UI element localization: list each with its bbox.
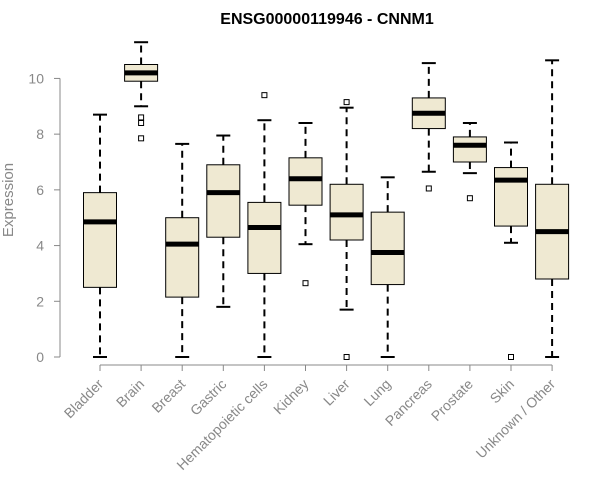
chart-title: ENSG00000119946 - CNNM1 [220,11,434,28]
y-tick-label: 4 [36,238,44,254]
box-bladder [83,113,117,358]
outlier-point [138,120,145,126]
iqr-box [288,157,323,206]
x-tick-label: Kidney [270,376,312,418]
box-lung [370,176,405,358]
box-pancreas [411,62,446,192]
box-unknown-other [535,59,570,358]
outlier-point [466,195,473,202]
outlier-point [261,92,268,99]
outlier-point [425,185,432,192]
y-tick-label: 8 [36,126,44,142]
x-tick-label: Prostate [428,376,476,424]
y-tick-label: 6 [36,182,44,198]
y-axis: 0 2 4 6 8 10 [28,70,61,365]
iqr-box [329,183,364,241]
box-hematopoietic-cells [247,92,282,358]
outlier-point [302,280,309,287]
outlier-point [138,135,145,142]
outlier-point [508,354,514,360]
outlier-point [343,99,350,106]
x-tick-label: Breast [148,376,188,416]
box-brain [124,41,159,142]
y-tick-label: 0 [36,349,44,365]
iqr-box [247,201,282,274]
iqr-box [494,167,528,227]
y-axis-label: Expression [0,163,17,237]
box-kidney [288,122,323,287]
x-tick-label: Bladder [61,376,107,422]
box-breast [165,142,200,358]
iqr-box [206,164,241,238]
box-prostate [452,122,487,202]
iqr-box [83,192,117,288]
x-tick-label: Liver [320,376,353,409]
box-skin [494,141,528,360]
box-liver [329,99,364,360]
outlier-point [343,354,350,360]
x-tick-label: Skin [487,376,518,407]
y-tick-label: 2 [36,293,44,309]
iqr-box [165,217,200,298]
iqr-box [370,211,405,286]
x-tick-label: Lung [360,376,393,409]
box-gastric [206,134,241,308]
y-tick-label: 10 [28,70,44,86]
iqr-box [452,136,487,163]
x-tick-label: Brain [113,376,147,410]
boxes-group [83,41,570,360]
outlier-point [138,114,145,121]
